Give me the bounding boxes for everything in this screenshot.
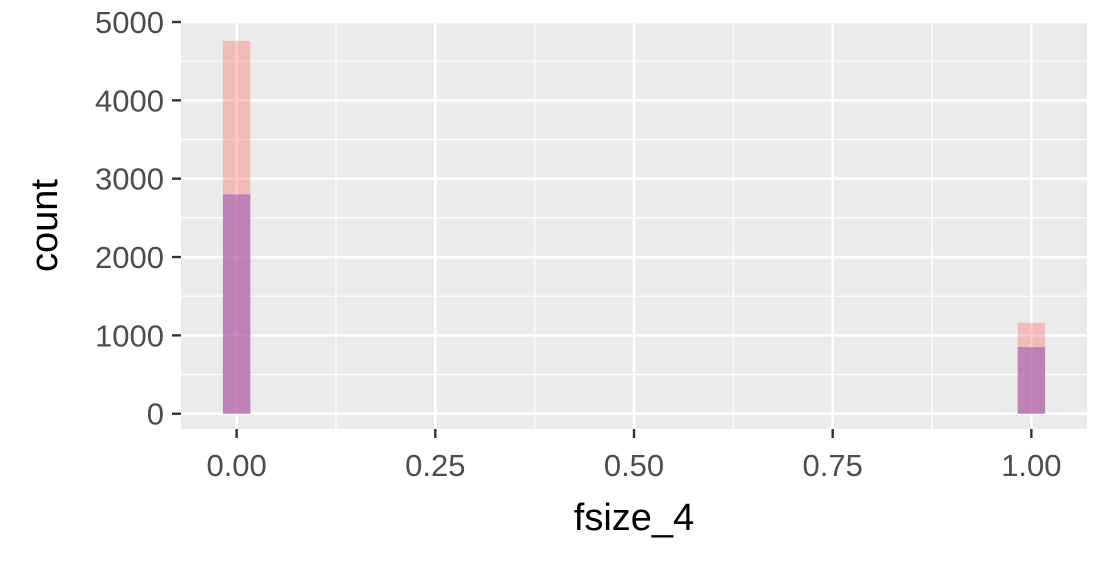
y-axis-title: count (24, 179, 66, 272)
y-tick-label: 3000 (95, 162, 164, 197)
x-tick-label: 0.25 (405, 448, 465, 483)
y-tick-label: 2000 (95, 240, 164, 275)
y-tick-label: 4000 (95, 83, 164, 118)
y-tick-label: 1000 (95, 318, 164, 353)
x-tick-label: 1.00 (1001, 448, 1061, 483)
x-axis: 0.00 0.25 0.50 0.75 1.00 (206, 429, 1062, 483)
y-axis: 0 1000 2000 3000 4000 5000 (95, 5, 181, 432)
histogram-bar-series-2 (1017, 347, 1046, 414)
x-tick-label: 0.75 (803, 448, 863, 483)
y-tick-label: 5000 (95, 5, 164, 40)
x-axis-title: fsize_4 (574, 497, 694, 539)
x-tick-label: 0.00 (206, 448, 266, 483)
bars-layer (222, 40, 1046, 414)
histogram-bar-series-2 (222, 194, 251, 414)
x-tick-label: 0.50 (604, 448, 664, 483)
y-tick-label: 0 (147, 397, 164, 432)
